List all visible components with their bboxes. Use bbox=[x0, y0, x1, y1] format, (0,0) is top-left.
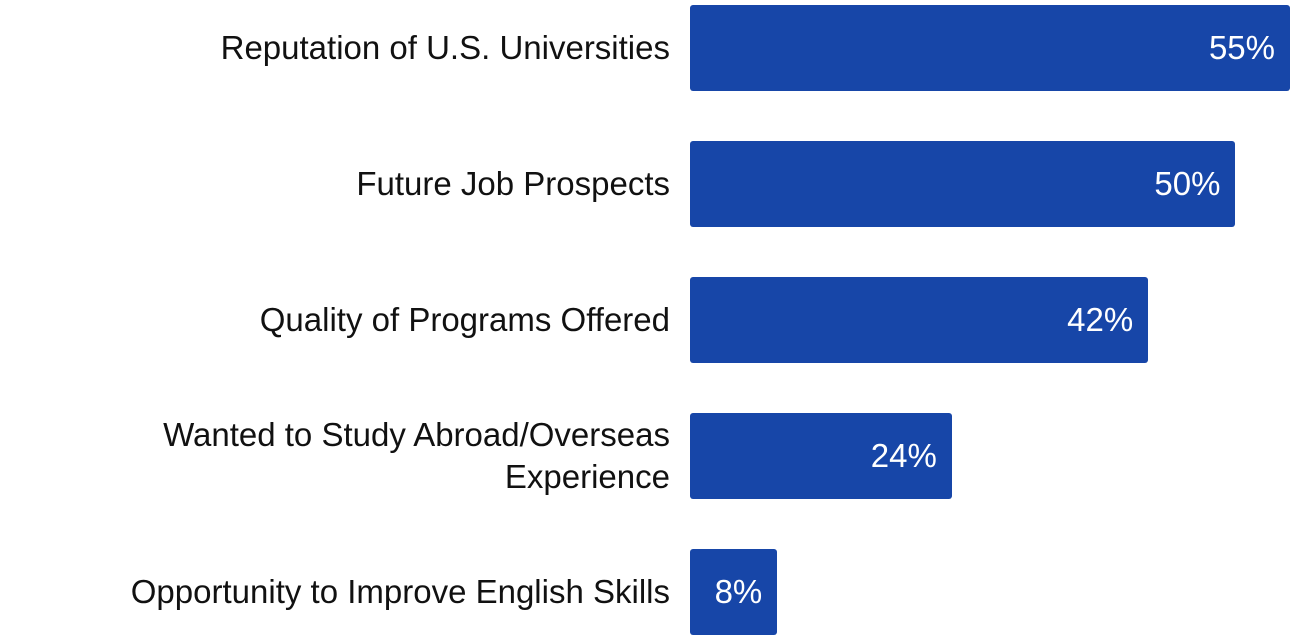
category-label: Wanted to Study Abroad/Overseas Experien… bbox=[163, 416, 670, 495]
value-label: 42% bbox=[1067, 301, 1134, 338]
bar bbox=[690, 549, 778, 635]
category-label: Quality of Programs Offered bbox=[259, 301, 670, 338]
bar bbox=[690, 5, 1290, 91]
value-label: 55% bbox=[1208, 29, 1275, 66]
bar bbox=[690, 413, 952, 499]
bar bbox=[690, 141, 1236, 227]
category-label: Reputation of U.S. Universities bbox=[220, 29, 670, 66]
category-label: Future Job Prospects bbox=[356, 165, 670, 202]
category-label: Opportunity to Improve English Skills bbox=[130, 573, 670, 610]
value-label: 50% bbox=[1154, 165, 1221, 202]
bar bbox=[690, 277, 1149, 363]
value-label: 8% bbox=[714, 573, 763, 610]
value-label: 24% bbox=[870, 437, 937, 474]
